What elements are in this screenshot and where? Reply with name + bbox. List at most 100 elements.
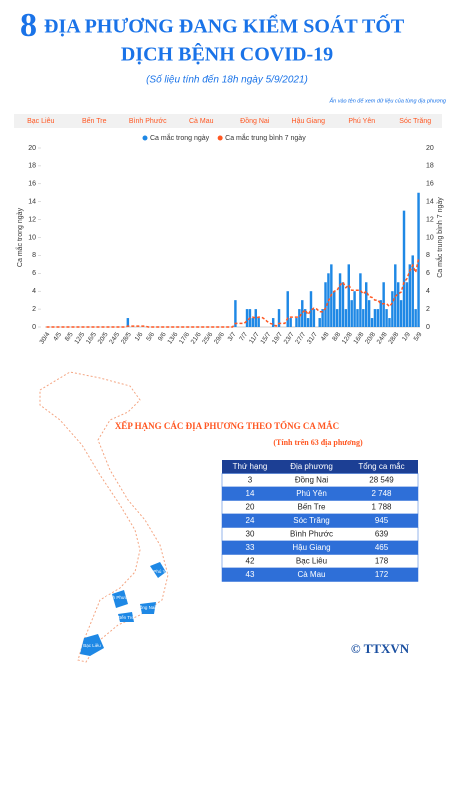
tab[interactable]: Đồng Nai — [240, 116, 270, 125]
x-tick-label: 5/6 — [145, 331, 156, 343]
y2-tick-label: 10 — [426, 234, 434, 241]
bar — [411, 255, 414, 327]
legend-label: Ca mắc trong ngày — [150, 133, 210, 142]
province — [150, 562, 166, 578]
bar — [402, 210, 406, 327]
bar — [324, 282, 327, 327]
y2-tick-label: 16 — [426, 181, 434, 188]
y-tick-label: 14 — [28, 199, 36, 206]
bar — [333, 291, 336, 327]
y-tick-label: 2 — [32, 306, 36, 313]
tab[interactable]: Sóc Trăng — [399, 118, 431, 125]
tab[interactable]: Bạc Liêu — [27, 118, 54, 125]
map-label: Đồng Nai — [137, 605, 156, 610]
map-label: Bạc Liêu — [83, 643, 101, 648]
title: DỊCH BỆNH COVID-19 — [121, 43, 333, 66]
y2-tick-label: 20 — [426, 145, 434, 152]
table-cell: Hậu Giang — [292, 543, 330, 552]
bar — [359, 273, 362, 327]
bar — [385, 309, 388, 327]
subtitle: (Số liệu tính đến 18h ngày 5/9/2021) — [146, 74, 308, 86]
bar — [335, 309, 339, 327]
bar — [344, 309, 348, 327]
table-cell: 28 549 — [369, 475, 394, 484]
map-label: Bình Phước — [106, 595, 131, 600]
ranking-title: XẾP HẠNG CÁC ĐỊA PHƯƠNG THEO TỔNG CA MẮC — [115, 421, 339, 431]
table-cell: Đồng Nai — [295, 475, 329, 484]
y2-tick-label: 4 — [426, 288, 430, 295]
x-tick-label: 8/5 — [64, 331, 75, 343]
table-cell: 42 — [246, 556, 255, 565]
table-cell: 14 — [246, 489, 255, 498]
bar — [408, 264, 412, 327]
table-cell: 30 — [246, 529, 255, 538]
legend-label: Ca mắc trung bình 7 ngày — [225, 133, 306, 142]
bar — [338, 273, 342, 327]
tab[interactable]: Bình Phước — [129, 118, 167, 125]
y2-tick-label: 18 — [426, 163, 434, 170]
bar — [312, 309, 316, 327]
title: ĐỊA PHƯƠNG ĐANG KIỂM SOÁT TỐT — [44, 14, 405, 38]
table-cell: 20 — [246, 502, 255, 511]
tab[interactable]: Cà Mau — [189, 118, 214, 125]
bar — [367, 300, 371, 327]
y2-tick-label: 0 — [426, 324, 430, 331]
table-cell: 33 — [246, 543, 255, 552]
y-tick-label: 18 — [28, 163, 36, 170]
x-tick-label: 4/5 — [52, 331, 63, 343]
bar — [362, 309, 365, 327]
y-tick-label: 6 — [32, 270, 36, 277]
y2-tick-label: 8 — [426, 252, 430, 259]
map — [39, 371, 169, 663]
table-header-cell: Địa phương — [290, 462, 333, 471]
table-header-cell: Tổng ca mắc — [358, 462, 404, 471]
table-cell: Cà Mau — [297, 570, 325, 579]
bar — [301, 300, 304, 327]
province — [140, 602, 156, 614]
table-header-cell: Thứ hạng — [233, 462, 268, 471]
x-tick-label: 8/8 — [331, 331, 342, 343]
bar — [254, 309, 257, 327]
bar — [271, 318, 275, 327]
legend: Ca mắc trong ngày Ca mắc trung bình 7 ngà… — [142, 133, 306, 142]
table-cell: 172 — [375, 570, 389, 579]
tab[interactable]: Hậu Giang — [292, 118, 326, 125]
y-tick-label: 16 — [28, 181, 36, 188]
bar — [373, 309, 377, 327]
table-header — [222, 460, 418, 474]
bar — [376, 309, 380, 327]
table-cell: Bạc Liêu — [296, 556, 327, 565]
bar — [318, 318, 321, 327]
bar — [234, 300, 237, 327]
table-row — [221, 567, 419, 582]
bar — [396, 282, 400, 327]
bar — [388, 318, 391, 327]
bar — [295, 318, 298, 327]
bar — [405, 282, 409, 327]
y-tick-label: 0 — [32, 324, 36, 331]
y-tick-label: 10 — [28, 234, 36, 241]
tab[interactable]: Phú Yên — [348, 118, 375, 125]
x-tick-label: 4/8 — [320, 331, 331, 343]
tab-bar — [14, 114, 442, 128]
bar — [382, 282, 385, 327]
legend-swatch — [217, 135, 223, 141]
y-tick-label: 8 — [32, 252, 36, 259]
x-tick-label: 5/9 — [413, 331, 424, 343]
y2-tick-label: 6 — [426, 270, 430, 277]
table-cell: 178 — [375, 556, 389, 565]
map-label: Phú Yên — [153, 569, 171, 574]
bar — [347, 264, 350, 327]
x-tick-label: 1/9 — [401, 331, 412, 343]
x-tick-label: 7/7 — [238, 331, 249, 343]
province — [118, 612, 134, 622]
bar — [286, 291, 289, 327]
tab[interactable]: Bến Tre — [82, 116, 107, 125]
line — [46, 258, 420, 328]
table-cell: Bình Phước — [290, 529, 333, 538]
bar — [245, 309, 249, 327]
title-number: 8 — [20, 7, 37, 44]
bar — [414, 309, 417, 327]
bar — [341, 282, 345, 327]
